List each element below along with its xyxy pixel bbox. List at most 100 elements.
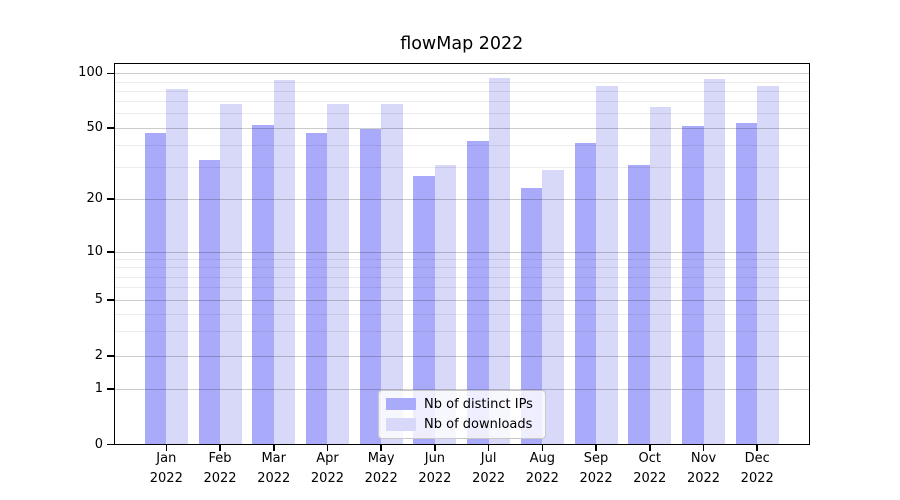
x-tick-label-line: Dec xyxy=(744,451,770,466)
x-tick-jul-2022 xyxy=(487,444,490,451)
gridline-minor-6 xyxy=(113,287,810,289)
y-tick-20 xyxy=(107,198,114,200)
x-tick-label-line: Feb xyxy=(208,451,232,466)
y-tick-label-2: 2 xyxy=(94,347,103,363)
x-tick-label-sep-2022: Sep 2022 xyxy=(556,449,636,488)
bar-nb-of-downloads-aug-2022 xyxy=(542,170,564,445)
x-tick-label-line: Jul xyxy=(480,451,497,466)
bar-nb-of-downloads-jul-2022 xyxy=(488,78,511,445)
x-tick-label-nov-2022: Nov 2022 xyxy=(664,449,744,488)
x-tick-label-line: 2022 xyxy=(740,470,774,486)
x-tick-oct-2022 xyxy=(648,444,651,451)
x-tick-nov-2022 xyxy=(702,444,705,451)
x-tick-label-feb-2022: Feb 2022 xyxy=(180,449,260,488)
bar-nb-of-distinct-ips-aug-2022 xyxy=(520,188,543,445)
plot-area: Nb of distinct IPs Nb of downloads xyxy=(113,62,810,445)
y-tick-label-10: 10 xyxy=(86,244,103,259)
gridline-minor-7 xyxy=(113,276,810,278)
bar-nb-of-downloads-oct-2022 xyxy=(649,107,672,445)
x-tick-mar-2022 xyxy=(272,444,275,451)
legend-swatch-nb-of-distinct-ips xyxy=(386,397,416,411)
x-tick-label-jan-2022: Jan 2022 xyxy=(126,449,206,488)
bar-nb-of-distinct-ips-apr-2022 xyxy=(305,132,328,445)
x-tick-label-jul-2022: Jul 2022 xyxy=(449,449,529,488)
bar-nb-of-downloads-feb-2022 xyxy=(220,103,242,445)
gridline-major-2 xyxy=(113,355,810,357)
y-tick-label-50: 50 xyxy=(86,119,103,135)
bar-nb-of-distinct-ips-nov-2022 xyxy=(682,126,704,445)
x-tick-label-jun-2022: Jun 2022 xyxy=(395,449,475,488)
y-tick-label-5: 5 xyxy=(94,291,103,307)
legend-row-nb-of-downloads: Nb of downloads xyxy=(386,415,538,433)
gridline-minor-8 xyxy=(113,267,810,269)
x-tick-label-mar-2022: Mar 2022 xyxy=(234,449,314,488)
x-tick-label-line: May xyxy=(367,451,395,466)
x-tick-feb-2022 xyxy=(219,444,221,451)
bar-nb-of-distinct-ips-jun-2022 xyxy=(413,175,435,445)
legend: Nb of distinct IPs Nb of downloads xyxy=(378,390,546,439)
x-tick-label-line: 2022 xyxy=(633,470,667,486)
bar-nb-of-distinct-ips-may-2022 xyxy=(359,129,382,445)
gridline-major-20 xyxy=(113,198,810,200)
y-tick-1 xyxy=(107,388,114,390)
x-tick-label-line: Aug xyxy=(529,451,556,466)
x-tick-dec-2022 xyxy=(756,444,758,451)
x-tick-label-apr-2022: Apr 2022 xyxy=(287,449,367,488)
y-tick-label-0: 0 xyxy=(94,436,103,452)
x-tick-label-line: 2022 xyxy=(579,470,613,486)
x-tick-may-2022 xyxy=(380,444,382,451)
x-tick-label-line: 2022 xyxy=(686,470,721,486)
y-tick-label-100: 100 xyxy=(78,65,103,81)
bar-nb-of-distinct-ips-sep-2022 xyxy=(574,143,597,445)
legend-row-nb-of-distinct-ips: Nb of distinct IPs xyxy=(386,395,538,413)
y-tick-10 xyxy=(107,251,114,253)
x-tick-label-aug-2022: Aug 2022 xyxy=(502,449,582,488)
y-tick-label-1: 1 xyxy=(94,380,103,396)
x-tick-label-line: 2022 xyxy=(257,470,291,486)
x-tick-label-line: Apr xyxy=(316,451,339,466)
bar-nb-of-downloads-jun-2022 xyxy=(434,164,457,445)
gridline-minor-30 xyxy=(113,167,810,169)
x-tick-label-line: 2022 xyxy=(418,470,452,486)
bar-nb-of-distinct-ips-feb-2022 xyxy=(198,160,221,445)
bar-nb-of-downloads-sep-2022 xyxy=(596,86,618,445)
bar-nb-of-downloads-apr-2022 xyxy=(327,103,349,445)
x-tick-label-line: Mar xyxy=(261,451,286,466)
gridline-minor-70 xyxy=(113,101,810,103)
x-tick-apr-2022 xyxy=(326,444,329,451)
x-tick-label-line: 2022 xyxy=(525,470,559,486)
bar-nb-of-distinct-ips-jan-2022 xyxy=(144,132,167,445)
bar-nb-of-distinct-ips-oct-2022 xyxy=(628,164,650,445)
x-tick-label-line: 2022 xyxy=(310,470,344,486)
x-tick-jan-2022 xyxy=(165,444,168,451)
gridline-major-1 xyxy=(113,388,810,390)
x-tick-label-line: Oct xyxy=(638,451,661,466)
gridline-major-50 xyxy=(113,127,810,129)
x-tick-label-line: Jun xyxy=(424,451,446,466)
bar-nb-of-downloads-nov-2022 xyxy=(703,79,725,445)
gridline-major-5 xyxy=(113,299,810,301)
gridline-minor-60 xyxy=(113,113,810,115)
bar-nb-of-downloads-may-2022 xyxy=(381,103,403,445)
y-tick-label-20: 20 xyxy=(86,190,103,206)
x-tick-label-line: 2022 xyxy=(472,470,506,486)
gridline-minor-40 xyxy=(113,145,810,147)
x-tick-jun-2022 xyxy=(434,444,436,451)
bar-nb-of-distinct-ips-mar-2022 xyxy=(252,124,274,445)
gridline-major-100 xyxy=(113,73,810,75)
y-tick-5 xyxy=(107,299,114,301)
x-tick-aug-2022 xyxy=(541,444,544,451)
gridline-minor-3 xyxy=(113,331,810,333)
bar-nb-of-downloads-mar-2022 xyxy=(273,79,296,445)
bar-nb-of-distinct-ips-dec-2022 xyxy=(735,123,758,445)
y-tick-0 xyxy=(107,443,114,446)
legend-label-nb-of-downloads: Nb of downloads xyxy=(424,416,533,432)
y-tick-100 xyxy=(107,72,114,75)
chart-title: flowMap 2022 xyxy=(400,34,524,54)
bar-nb-of-downloads-dec-2022 xyxy=(757,86,779,445)
y-tick-2 xyxy=(107,355,114,357)
legend-label-nb-of-distinct-ips: Nb of distinct IPs xyxy=(424,396,533,412)
y-tick-50 xyxy=(107,126,114,129)
x-tick-label-oct-2022: Oct 2022 xyxy=(610,449,690,488)
